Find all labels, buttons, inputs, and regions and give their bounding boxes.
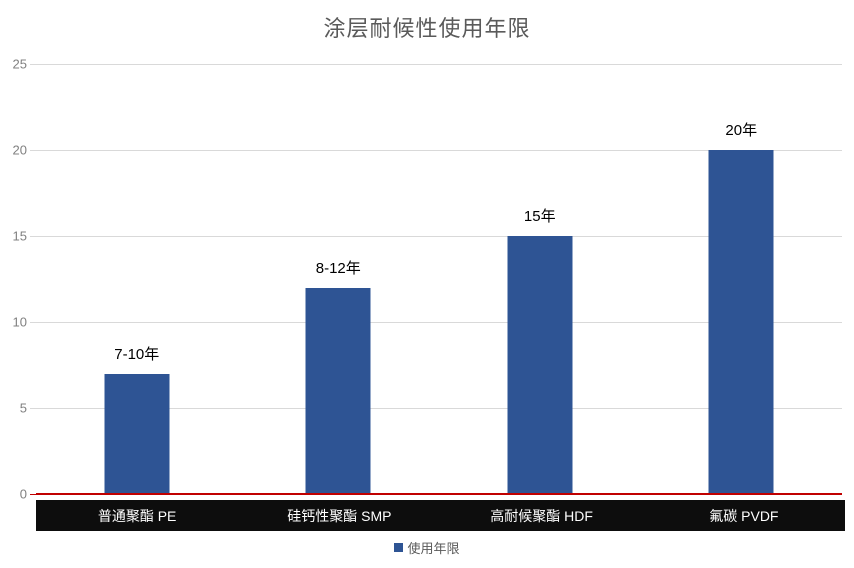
legend-label: 使用年限 <box>407 541 460 556</box>
gridline <box>36 322 842 323</box>
chart-title: 涂层耐候性使用年限 <box>323 16 531 41</box>
bar[interactable] <box>708 150 774 494</box>
y-axis-tick-label: 15 <box>12 228 27 244</box>
bar-group: 15年 <box>439 64 641 494</box>
y-axis-tick-mark <box>30 322 36 323</box>
y-axis-tick-label: 5 <box>19 400 27 416</box>
gridline <box>36 236 842 237</box>
bar-group: 8-12年 <box>238 64 440 494</box>
bar-value-label: 20年 <box>725 122 758 139</box>
x-axis-line <box>36 493 842 495</box>
bar-group: 7-10年 <box>36 64 238 494</box>
bar-group: 20年 <box>641 64 843 494</box>
y-axis-tick-mark <box>30 494 36 495</box>
y-axis-tick-mark <box>30 236 36 237</box>
y-axis-tick-label: 20 <box>12 142 27 158</box>
category-axis-label: 硅钙性聚酯 SMP <box>287 507 392 524</box>
gridline <box>36 150 842 151</box>
bar[interactable] <box>104 373 170 494</box>
category-axis-label: 氟碳 PVDF <box>709 507 779 524</box>
gridline <box>36 64 842 65</box>
y-axis-tick-label: 0 <box>19 486 27 502</box>
chart-legend: 使用年限 <box>0 538 854 557</box>
y-axis-tick-mark <box>30 150 36 151</box>
bar[interactable] <box>305 287 371 494</box>
plot-area <box>36 64 842 494</box>
bar-value-label: 8-12年 <box>315 259 361 277</box>
gridline <box>36 408 842 409</box>
bar-value-label: 15年 <box>523 208 556 225</box>
y-axis-tick-mark <box>30 64 36 65</box>
y-axis: 0 5 10 15 20 25 <box>0 0 36 568</box>
y-axis-tick-label: 10 <box>12 314 27 330</box>
bar-value-label: 7-10年 <box>114 345 160 363</box>
legend-swatch-icon <box>394 543 404 552</box>
bars-layer: 7-10年 8-12年 15年 20年 <box>36 64 842 494</box>
y-axis-tick-label: 25 <box>12 56 27 72</box>
category-axis-label: 普通聚酯 PE <box>97 507 177 524</box>
y-axis-tick-mark <box>30 408 36 409</box>
category-axis-band: 普通聚酯 PE 硅钙性聚酯 SMP 高耐候聚酯 HDF 氟碳 PVDF <box>36 500 845 531</box>
category-axis-label: 高耐候聚酯 HDF <box>490 507 593 524</box>
bar[interactable] <box>507 236 573 494</box>
